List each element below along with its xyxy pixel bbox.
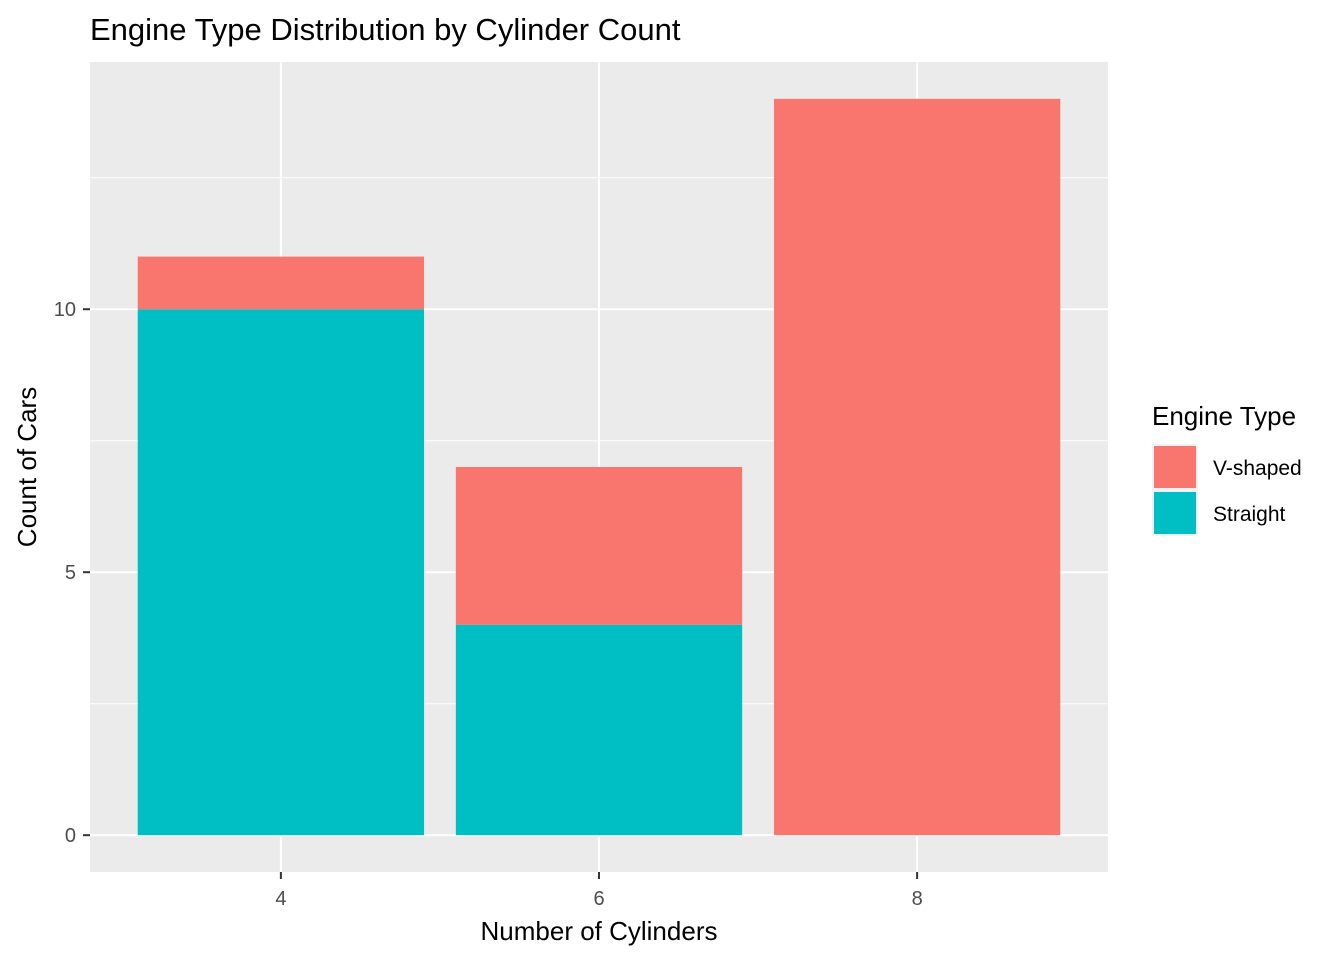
bar-straight-4 (137, 309, 425, 836)
legend-swatch-v-shaped (1154, 446, 1196, 488)
y-tick-label: 0 (65, 825, 76, 847)
y-tick-label: 10 (54, 299, 76, 321)
x-axis-title: Number of Cylinders (481, 916, 718, 946)
legend-title: Engine Type (1152, 401, 1296, 431)
bar-v-shaped-8 (773, 98, 1061, 836)
legend: Engine Type V-shaped Straight (1152, 401, 1302, 536)
bars (137, 98, 1061, 836)
x-tick-label: 6 (593, 888, 604, 910)
y-tick-label: 5 (65, 562, 76, 584)
chart-title: Engine Type Distribution by Cylinder Cou… (90, 12, 681, 47)
y-axis: 0 5 10 (54, 299, 90, 847)
legend-label: V-shaped (1213, 457, 1302, 480)
x-axis: 4 6 8 (275, 872, 923, 910)
bar-v-shaped-4 (137, 256, 425, 310)
legend-swatch-straight (1154, 492, 1196, 534)
bar-straight-6 (455, 624, 743, 836)
x-tick-label: 4 (275, 888, 286, 910)
y-axis-title: Count of Cars (12, 387, 42, 547)
legend-label: Straight (1213, 503, 1286, 526)
x-tick-label: 8 (912, 888, 923, 910)
bar-v-shaped-6 (455, 467, 743, 625)
